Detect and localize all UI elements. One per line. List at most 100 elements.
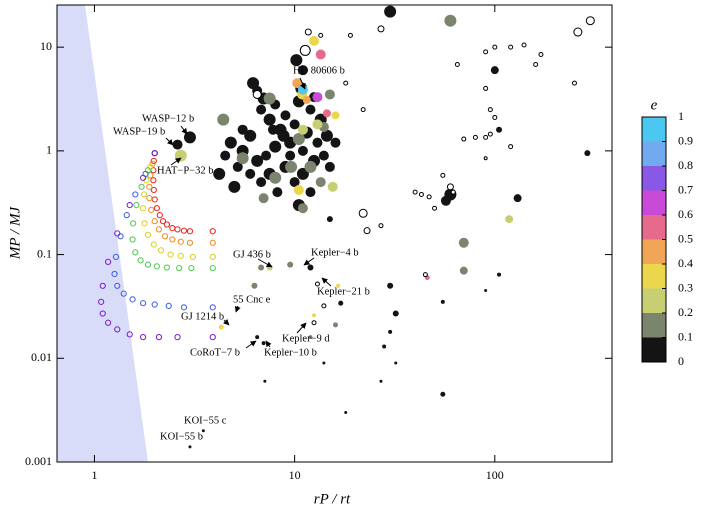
planet-point: [263, 379, 267, 383]
track-point: [129, 236, 136, 243]
planet-point: [584, 150, 591, 157]
planet-point: [245, 168, 256, 179]
track-point: [155, 226, 163, 233]
open-point: [418, 191, 424, 197]
planet-point: [440, 391, 446, 397]
planet-point: [272, 187, 283, 198]
annotation-arrow: [321, 277, 332, 287]
planet-point: [513, 194, 522, 203]
planet-point: [297, 203, 308, 214]
planet-point: [285, 160, 298, 173]
track-point: [165, 302, 172, 310]
track-point: [138, 183, 145, 190]
planet-point: [218, 324, 224, 330]
track-point: [151, 218, 158, 225]
track-point: [174, 226, 181, 233]
planet-point: [440, 299, 445, 304]
track-point: [98, 298, 105, 305]
planet-point: [484, 289, 488, 293]
open-point: [304, 28, 312, 36]
track-point: [153, 205, 160, 212]
annotation-arrow: [223, 319, 230, 326]
track-point: [114, 326, 121, 333]
planet-point: [309, 35, 320, 46]
track-point: [153, 263, 160, 270]
planet-point: [220, 150, 231, 161]
planet-point: [293, 184, 304, 195]
planet-point: [255, 335, 260, 340]
track-point: [140, 174, 147, 181]
open-point: [508, 44, 514, 50]
planet-point: [236, 152, 249, 165]
track-point: [99, 282, 106, 289]
annotation: KOI−55 c: [184, 415, 227, 426]
planet-point: [331, 111, 340, 120]
plot-frame: [56, 4, 613, 463]
open-point: [314, 281, 320, 287]
track-point: [126, 331, 133, 338]
open-point: [343, 80, 349, 86]
planet-point: [287, 261, 294, 268]
planet-point: [224, 136, 237, 149]
open-point: [299, 44, 311, 56]
planet-point: [305, 187, 316, 198]
open-point: [432, 205, 438, 211]
annotation-arrow: [296, 322, 307, 334]
planet-point: [261, 341, 266, 346]
track-point: [117, 233, 124, 240]
planet-point: [332, 322, 338, 328]
annotation: Kepler−21 b: [317, 286, 370, 297]
open-point: [483, 134, 489, 140]
colorbar-band: [642, 264, 666, 289]
open-point: [483, 85, 489, 91]
planet-point: [292, 78, 303, 89]
open-point: [358, 208, 368, 218]
planet-point: [338, 300, 344, 306]
track-point: [132, 191, 139, 198]
track-point: [123, 212, 130, 219]
colorbar-label: e: [651, 97, 658, 113]
track-point: [146, 183, 153, 190]
planet-point: [228, 180, 241, 193]
open-point: [538, 51, 544, 57]
track-point: [150, 157, 157, 165]
planet-point: [172, 139, 183, 150]
planet-point: [315, 49, 326, 60]
open-point: [454, 62, 460, 68]
open-point: [585, 16, 595, 26]
track-point: [209, 253, 216, 260]
annotation-arrow: [165, 137, 174, 146]
planet-point: [201, 429, 205, 433]
track-point: [130, 220, 137, 227]
planet-point: [289, 177, 300, 188]
open-point: [347, 32, 353, 38]
colorbar-band: [642, 166, 666, 191]
track-point: [141, 220, 148, 227]
annotation-arrow: [245, 340, 257, 349]
colorbar-tick-label: 0.4: [678, 256, 693, 270]
planet-point: [444, 14, 457, 27]
open-point: [492, 114, 498, 120]
open-point: [461, 136, 467, 142]
planet-point: [458, 237, 469, 248]
planet-point: [307, 264, 314, 271]
annotation: GJ 1214 b: [181, 311, 224, 322]
colorbar-band: [642, 117, 666, 142]
planet-point: [237, 124, 248, 135]
planet-point: [305, 104, 316, 115]
track-point: [189, 253, 196, 260]
annotation-arrow: [257, 258, 273, 268]
track-point: [177, 238, 184, 245]
annotation: WASP−19 b: [113, 126, 165, 137]
planet-point: [285, 150, 296, 161]
track-point: [180, 304, 188, 311]
planet-point: [324, 161, 335, 172]
track-point: [132, 249, 139, 256]
planet-point: [258, 264, 265, 271]
annotation-arrow: [299, 77, 306, 90]
track-point: [188, 265, 195, 272]
colorbar-band: [642, 288, 666, 313]
track-point: [209, 265, 216, 272]
planet-point: [496, 126, 503, 133]
track-point: [209, 334, 216, 341]
